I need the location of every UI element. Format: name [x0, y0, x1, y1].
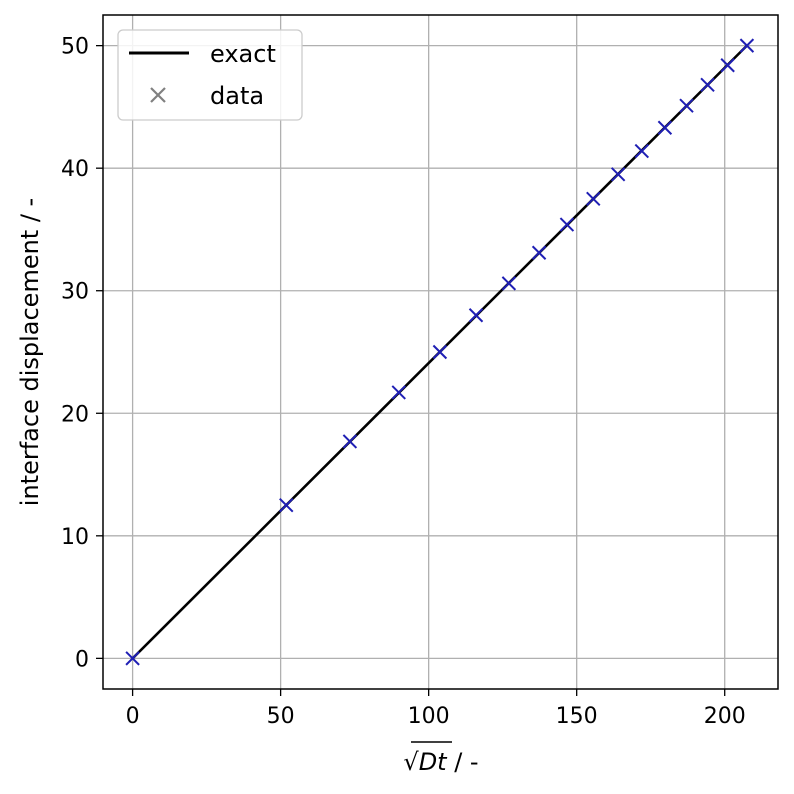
ticks: 0 50 100 150 200 0 10 20 30 40 50: [61, 35, 746, 729]
x-tick-label: 50: [267, 704, 295, 729]
legend-exact-label: exact: [210, 40, 276, 68]
y-tick-label: 40: [61, 157, 89, 182]
data-point: [501, 276, 517, 291]
sqrt-sign: √: [403, 748, 419, 776]
data-point: [391, 385, 406, 400]
y-tick-label: 50: [61, 35, 89, 60]
x-axis-label: √Dt / -: [403, 748, 478, 776]
data-point: [559, 217, 575, 232]
x-axis-label-symbol: Dt: [419, 748, 448, 776]
x-tick-label: 150: [556, 704, 598, 729]
data-point: [720, 58, 735, 73]
data-point: [657, 120, 673, 135]
data-point: [679, 98, 694, 113]
data-point: [531, 245, 547, 260]
data-point: [610, 167, 626, 182]
data-point: [125, 651, 140, 666]
y-tick-label: 20: [61, 402, 89, 427]
data-point: [700, 77, 715, 93]
y-tick-label: 10: [61, 525, 89, 550]
x-axis-label-suffix: / -: [447, 748, 479, 776]
data-point: [342, 434, 358, 449]
data-point: [432, 344, 448, 360]
legend-data-marker: [150, 87, 166, 103]
data-point: [739, 38, 755, 53]
plot-area: [125, 38, 755, 666]
x-tick-label: 200: [704, 704, 746, 729]
legend-data-label: data: [210, 82, 264, 110]
x-tick-label: 0: [126, 704, 140, 729]
data-point: [586, 191, 601, 207]
legend: exact data: [117, 29, 303, 121]
y-tick-label: 30: [61, 280, 89, 305]
y-axis-label: interface displacement / -: [16, 198, 44, 506]
x-tick-label: 100: [408, 704, 450, 729]
data-point: [468, 308, 484, 323]
data-point: [279, 497, 294, 513]
data-point: [634, 143, 650, 159]
axes-frame: [102, 14, 779, 690]
y-tick-label: 0: [75, 647, 89, 672]
